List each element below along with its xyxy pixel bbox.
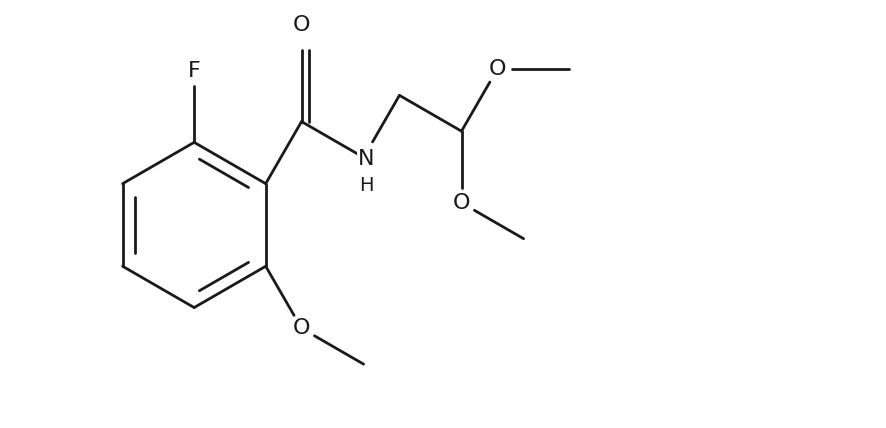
Text: O: O [292,318,310,338]
Text: O: O [453,193,470,213]
Text: O: O [292,15,310,35]
Text: H: H [360,176,374,195]
Text: F: F [188,61,200,80]
Text: O: O [488,59,506,79]
Text: N: N [358,149,375,169]
